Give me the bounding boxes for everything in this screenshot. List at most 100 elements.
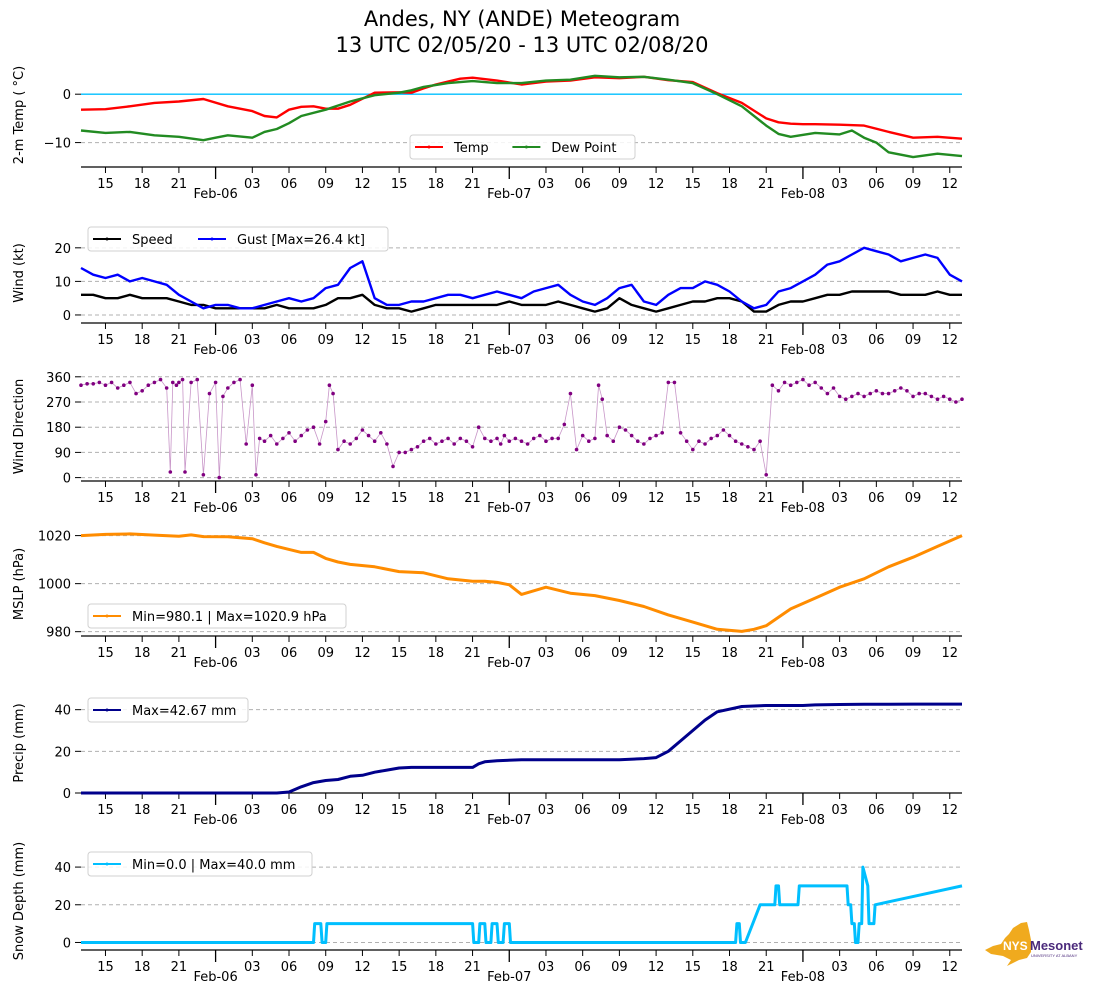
x-date-label: Feb-07	[487, 501, 531, 516]
data-point	[403, 450, 408, 455]
x-tick-label: 12	[648, 333, 665, 348]
chart-title: Andes, NY (ANDE) Meteogram 13 UTC 02/05/…	[0, 6, 1044, 58]
x-tick-label: 15	[97, 177, 114, 192]
legend-label: Speed	[132, 233, 173, 248]
x-tick-label: 21	[464, 491, 481, 506]
legend-wind: Speed Gust [Max=26.4 kt]	[87, 226, 389, 252]
x-tick-label: 21	[758, 960, 775, 975]
x-tick-label: 09	[611, 333, 628, 348]
data-point	[739, 442, 744, 446]
data-point	[183, 470, 187, 474]
data-point	[874, 389, 879, 393]
data-point	[495, 436, 499, 441]
x-tick-label: 18	[134, 646, 151, 661]
data-point	[911, 394, 915, 399]
data-point	[158, 377, 163, 382]
data-point	[415, 445, 420, 449]
y-tick-label: 0	[63, 936, 71, 951]
x-tick-label: 09	[905, 646, 922, 661]
x-date-label: Feb-06	[193, 343, 237, 358]
data-point	[498, 442, 503, 446]
data-point	[917, 391, 921, 396]
data-point	[250, 383, 255, 388]
data-point	[336, 447, 340, 452]
data-point	[177, 380, 181, 385]
data-point	[727, 433, 732, 438]
data-point	[596, 383, 601, 388]
x-tick-label: 03	[538, 177, 555, 192]
x-tick-label: 06	[574, 960, 591, 975]
x-tick-label: 06	[574, 333, 591, 348]
nys-mesonet-logo: NYS Mesonet UNIVERSITY AT ALBANY	[985, 922, 1083, 966]
x-tick-label: 21	[758, 803, 775, 818]
x-tick-label: 15	[685, 960, 702, 975]
chart-title-line2: 13 UTC 02/05/20 - 13 UTC 02/08/20	[335, 33, 709, 57]
x-tick-label: 03	[538, 646, 555, 661]
data-point	[201, 473, 206, 477]
x-tick-label: 12	[354, 177, 371, 192]
data-point	[525, 442, 530, 446]
x-tick-label: 03	[244, 333, 261, 348]
x-tick-label: 18	[721, 333, 738, 348]
data-point	[850, 394, 854, 399]
data-point	[311, 425, 316, 430]
x-tick-label: 09	[905, 960, 922, 975]
x-tick-label: 03	[538, 333, 555, 348]
legend-snow: Min=0.0 | Max=40.0 mm	[87, 851, 313, 877]
data-point	[856, 391, 860, 396]
y-tick-label: −10	[44, 137, 71, 152]
x-tick-label: 12	[354, 960, 371, 975]
x-tick-label: 03	[244, 646, 261, 661]
x-tick-label: 06	[281, 177, 298, 192]
x-tick-label: 03	[831, 177, 848, 192]
x-tick-label: 06	[281, 960, 298, 975]
legend-marker	[105, 614, 109, 618]
legend-label: Dew Point	[551, 141, 616, 156]
data-point	[697, 439, 701, 444]
data-point	[721, 428, 726, 432]
y-axis-label: 2-m Temp ( °C)	[12, 66, 27, 164]
x-date-label: Feb-08	[781, 343, 825, 358]
x-tick-label: 06	[868, 646, 885, 661]
x-tick-label: 03	[244, 177, 261, 192]
data-point	[580, 433, 585, 438]
x-tick-label: 18	[428, 803, 445, 818]
data-point	[905, 389, 909, 393]
x-tick-label: 18	[134, 491, 151, 506]
logo-mesonet-text: Mesonet	[1030, 938, 1083, 953]
data-point	[623, 428, 628, 432]
x-date-label: Feb-08	[781, 187, 825, 202]
x-tick-label: 09	[317, 646, 334, 661]
x-tick-label: 03	[831, 646, 848, 661]
data-point	[170, 380, 175, 385]
x-tick-label: 15	[685, 803, 702, 818]
x-tick-label: 18	[428, 646, 445, 661]
x-tick-label: 09	[905, 803, 922, 818]
legend-marker	[105, 708, 109, 712]
x-tick-label: 09	[611, 177, 628, 192]
x-tick-label: 18	[134, 333, 151, 348]
data-point	[886, 391, 891, 396]
x-tick-label: 21	[171, 960, 188, 975]
data-point	[274, 442, 279, 446]
data-point	[538, 433, 542, 438]
x-tick-label: 21	[171, 177, 188, 192]
data-point	[544, 439, 548, 444]
legend-label: Min=0.0 | Max=40.0 mm	[132, 858, 295, 873]
x-tick-label: 06	[281, 491, 298, 506]
x-tick-label: 15	[97, 333, 114, 348]
x-tick-label: 18	[721, 646, 738, 661]
x-tick-label: 06	[574, 491, 591, 506]
x-tick-label: 21	[171, 491, 188, 506]
data-point	[550, 436, 554, 441]
data-point	[440, 439, 444, 444]
data-point	[470, 445, 475, 449]
data-point	[678, 431, 683, 435]
y-tick-label: 1000	[38, 578, 71, 593]
x-tick-label: 12	[941, 960, 958, 975]
x-tick-label: 18	[721, 803, 738, 818]
data-point	[115, 386, 120, 390]
data-point	[85, 382, 89, 386]
legend-marker	[210, 237, 214, 241]
x-date-label: Feb-08	[781, 501, 825, 516]
